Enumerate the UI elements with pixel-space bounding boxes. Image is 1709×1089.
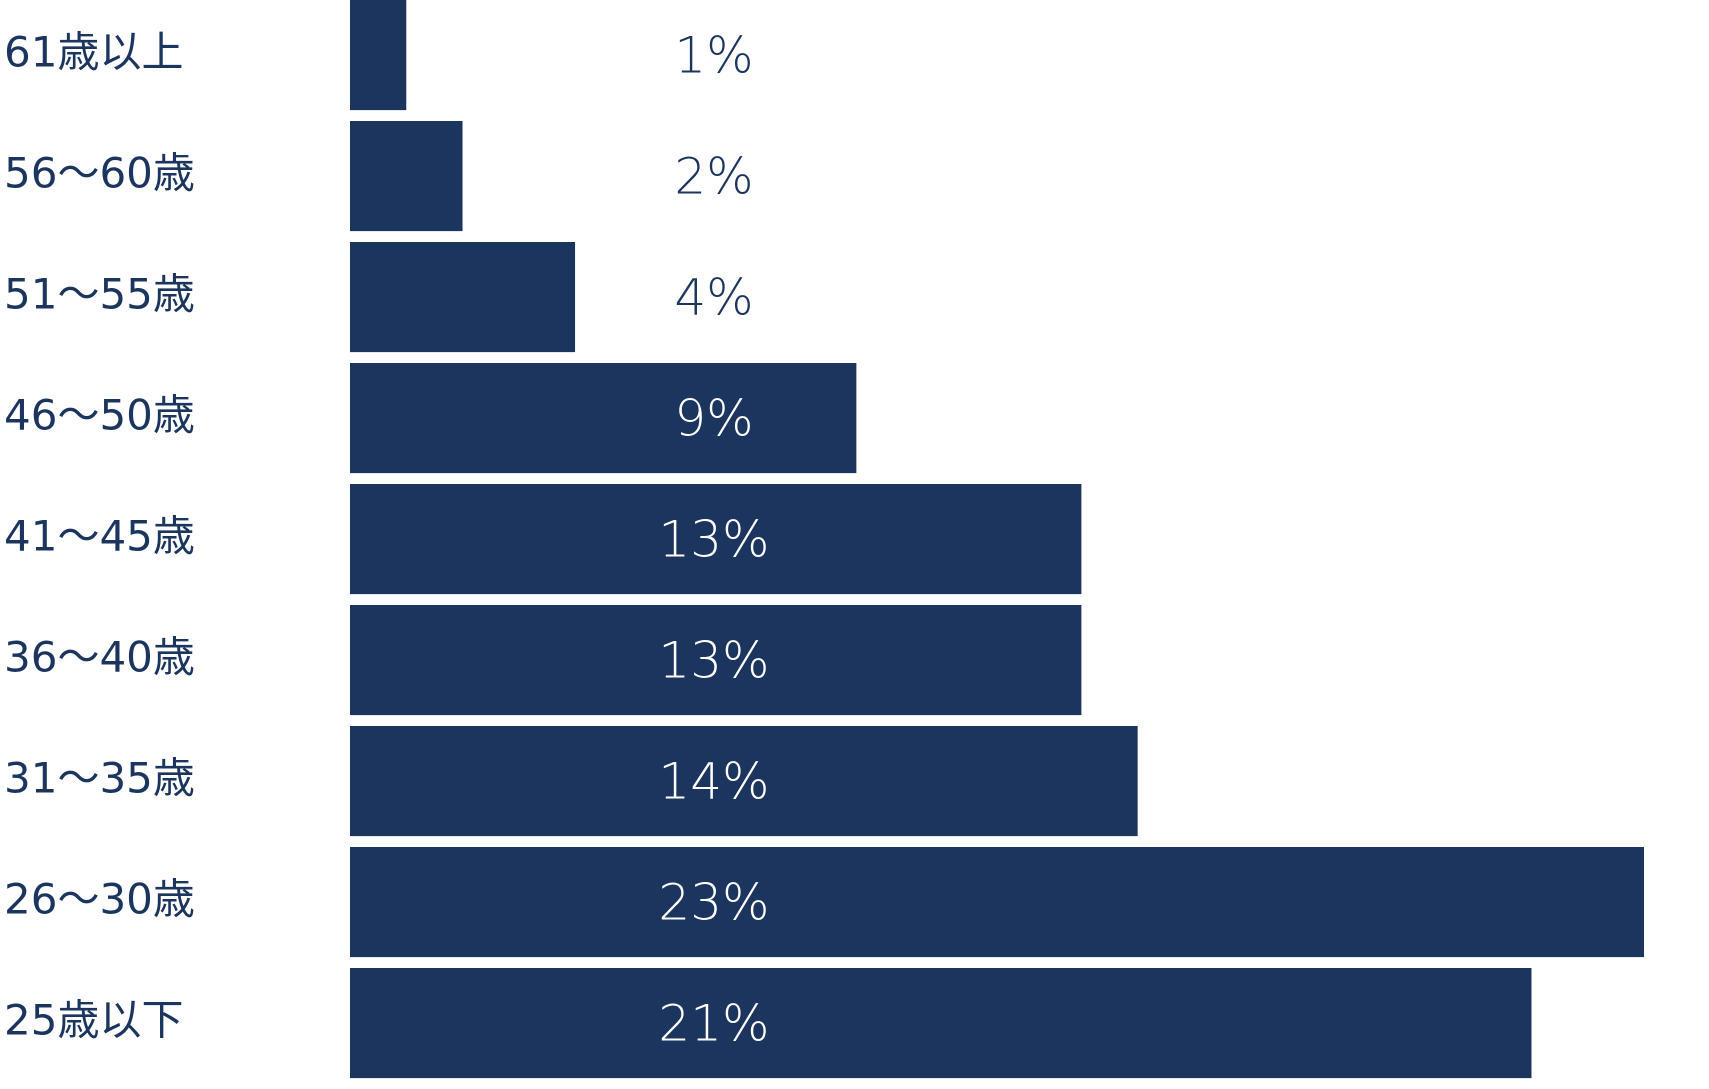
category-label: 26～30歳 bbox=[4, 875, 195, 924]
bar bbox=[350, 726, 1138, 837]
bar bbox=[350, 605, 1082, 716]
value-label: 23% bbox=[658, 874, 769, 932]
bar bbox=[350, 121, 463, 232]
bar bbox=[350, 363, 857, 474]
bar bbox=[350, 0, 407, 111]
category-label: 41～45歳 bbox=[4, 512, 195, 561]
value-label: 13% bbox=[658, 511, 769, 569]
value-label: 4% bbox=[674, 269, 753, 327]
category-label: 31～35歳 bbox=[4, 754, 195, 803]
value-label: 14% bbox=[658, 753, 769, 811]
value-label: 2% bbox=[674, 148, 753, 206]
value-label: 9% bbox=[674, 390, 753, 448]
category-label: 56～60歳 bbox=[4, 149, 195, 198]
value-label: 13% bbox=[658, 632, 769, 690]
category-label: 25歳以下 bbox=[4, 996, 183, 1045]
category-label: 51～55歳 bbox=[4, 270, 195, 319]
bar bbox=[350, 968, 1532, 1079]
category-label: 61歳以上 bbox=[4, 28, 183, 77]
category-label: 36～40歳 bbox=[4, 633, 195, 682]
category-label: 46～50歳 bbox=[4, 391, 195, 440]
value-label: 1% bbox=[674, 27, 753, 85]
bar bbox=[350, 484, 1082, 595]
value-label: 21% bbox=[658, 995, 769, 1053]
bar bbox=[350, 847, 1644, 958]
bar bbox=[350, 242, 576, 353]
